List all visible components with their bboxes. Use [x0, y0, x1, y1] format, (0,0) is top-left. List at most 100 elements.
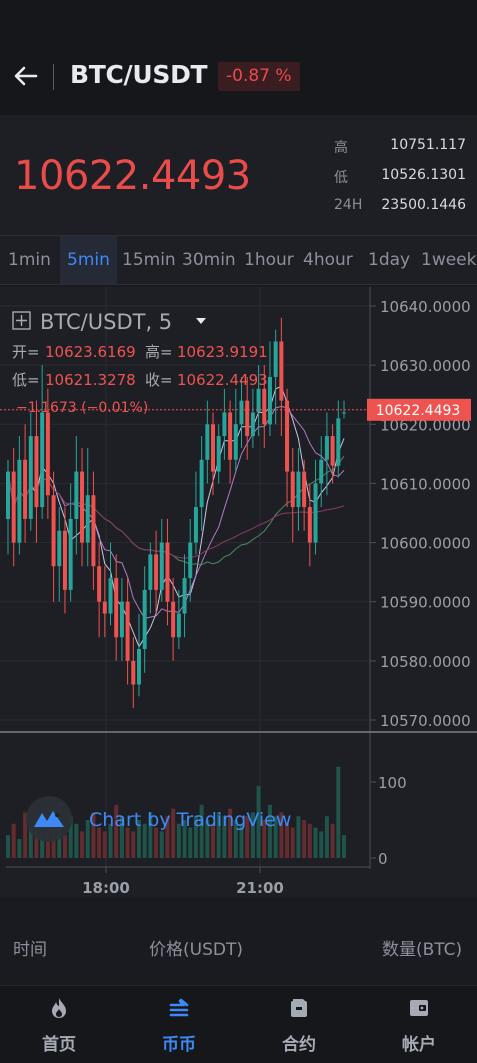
time-tick-label: 21:00	[236, 879, 284, 897]
tradingview-chart[interactable]: 10640.0000 10630.0000 10620.0000 10610.0000…	[0, 287, 477, 897]
candle-body	[302, 471, 307, 508]
candle-body	[159, 542, 164, 590]
nav-futures[interactable]: 合约	[254, 986, 344, 1063]
candle-body	[91, 495, 96, 567]
tab-1hour[interactable]: 1hour	[244, 250, 294, 270]
back-arrow-icon[interactable]	[12, 62, 40, 90]
volume-bar	[273, 816, 278, 858]
volume-bar	[142, 823, 147, 858]
volume-bar	[216, 812, 221, 858]
candle-body	[148, 554, 153, 590]
volume-bar	[85, 820, 90, 858]
tab-1day[interactable]: 1day	[368, 250, 411, 270]
symbol-dropdown-icon[interactable]	[196, 318, 206, 324]
current-price-tag-bg	[367, 398, 471, 421]
candle-body	[342, 412, 346, 414]
candle-body	[51, 495, 56, 567]
tab-15min[interactable]: 15min	[122, 250, 176, 270]
volume-bar	[74, 823, 79, 858]
volume-bar	[57, 827, 62, 858]
volume-bar	[125, 827, 130, 858]
candle-body	[330, 436, 335, 466]
candle-body	[239, 400, 244, 425]
volume-bar	[199, 804, 204, 858]
volume-bar	[302, 820, 307, 858]
pair-title: BTC/USDT	[70, 60, 208, 89]
candle-body	[222, 412, 227, 437]
price-tick-label: 10610.0000	[380, 475, 471, 493]
volume-bar	[319, 831, 324, 858]
candle-body	[267, 376, 272, 425]
title-divider	[53, 64, 54, 90]
candle-body	[23, 459, 28, 519]
candle-body	[11, 471, 16, 543]
candle-body	[182, 578, 187, 614]
open-value: 10623.6169	[45, 343, 136, 361]
tradingview-watermark[interactable]: Chart by TradingView	[26, 796, 291, 842]
volume-tick-label: 0	[378, 850, 388, 868]
nav-account[interactable]: 帐户	[374, 986, 464, 1063]
volume-bar	[342, 835, 346, 858]
volume-bar	[285, 823, 290, 858]
volume-bar	[250, 812, 255, 858]
candle-body	[40, 412, 45, 508]
ohlc-legend: 开= 10623.6169 高= 10623.9191 低= 10621.327…	[12, 343, 268, 416]
tab-1min[interactable]: 1min	[8, 250, 51, 270]
volume-bar	[324, 816, 329, 858]
tab-4hour[interactable]: 4hour	[303, 250, 353, 270]
stat-high-label: 高	[334, 140, 348, 156]
candle-body	[74, 471, 79, 519]
candle-body	[250, 412, 255, 437]
price-tick-label: 10580.0000	[380, 653, 471, 671]
candle-body	[285, 400, 290, 472]
symbol-legend[interactable]: BTC/USDT, 5	[12, 310, 206, 334]
candle-body	[154, 554, 159, 590]
change-value: −1.1673 (−0.01%)	[16, 400, 148, 416]
symbol-label: BTC/USDT, 5	[40, 310, 172, 334]
candle-body	[176, 613, 181, 638]
volume-bar	[165, 816, 170, 858]
tab-5min[interactable]: 5min	[60, 236, 117, 284]
candle-body	[319, 459, 324, 484]
tab-1week[interactable]: 1week	[421, 250, 477, 270]
candle-body	[57, 530, 62, 567]
volume-bar	[336, 766, 341, 858]
volume-bar	[279, 812, 284, 858]
price-tick-label: 10630.0000	[380, 357, 471, 375]
exchange-icon	[169, 998, 189, 1017]
candle-body	[245, 400, 250, 437]
nav-spot[interactable]: 币币	[134, 986, 224, 1063]
candle-body	[17, 459, 22, 543]
wallet-icon	[291, 999, 307, 1017]
candle-body	[28, 436, 33, 519]
high-label: 高=	[145, 343, 173, 361]
volume-bar	[239, 823, 244, 858]
candle-body	[62, 530, 67, 590]
stat-low-label: 低	[334, 170, 348, 186]
candle-body	[136, 649, 141, 685]
candle-body	[199, 459, 204, 508]
change-badge: -0.87 %	[218, 62, 300, 91]
candlestick-chart[interactable]: 10640.000010630.000010620.000010610.0000…	[0, 287, 477, 897]
volume-bar	[233, 820, 238, 858]
candle-body	[188, 542, 193, 579]
volume-bar	[131, 831, 136, 858]
volume-bar	[267, 804, 272, 858]
ma5-line	[7, 385, 345, 648]
volume-tick-label: 100	[378, 774, 407, 792]
stat-low-value: 10526.1301	[381, 167, 466, 183]
tab-30min[interactable]: 30min	[182, 250, 236, 270]
nav-home[interactable]: 首页	[14, 986, 104, 1063]
nav-spot-label: 币币	[162, 1035, 196, 1055]
candle-body	[290, 471, 295, 508]
stat-high: 高 10751.117	[334, 137, 466, 157]
plus-box-icon[interactable]	[12, 311, 31, 330]
volume-bar	[40, 831, 45, 858]
volume-bar	[307, 823, 312, 858]
candle-body	[165, 542, 170, 602]
volume-bar	[159, 831, 164, 858]
candle-body	[97, 566, 102, 602]
candle-body	[228, 412, 233, 460]
candle-body	[114, 578, 119, 638]
candle-body	[102, 601, 107, 614]
